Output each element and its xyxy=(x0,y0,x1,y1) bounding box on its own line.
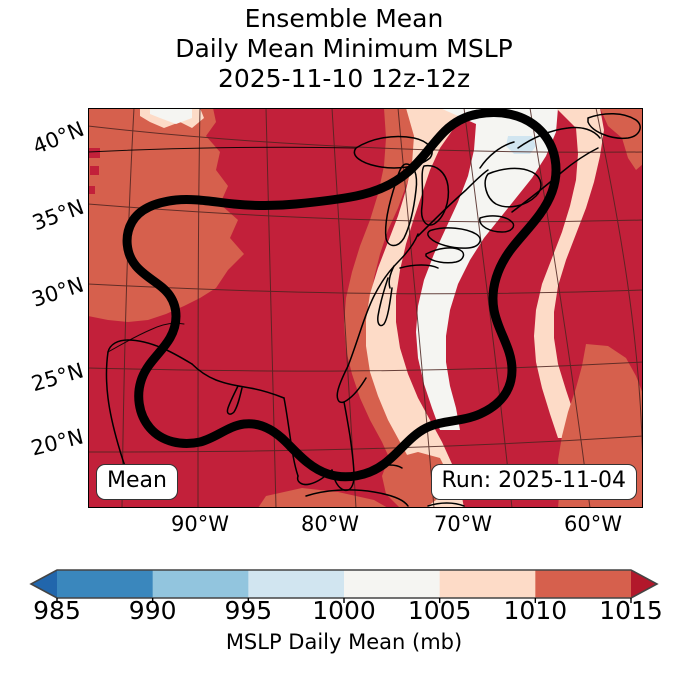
graticule-lon-95 xyxy=(121,108,135,508)
legend-badge-mean: Mean xyxy=(96,464,178,500)
colorbar-extend-under xyxy=(31,570,57,598)
coast-cuba xyxy=(305,489,409,507)
map-frame: Mean Run: 2025-11-04 xyxy=(88,108,643,508)
colorbar-tick-label-1000: 1000 xyxy=(312,596,376,625)
map-canvas xyxy=(88,108,643,508)
contour-1015-layer xyxy=(122,108,561,482)
colorbar-tick-label-1005: 1005 xyxy=(407,596,472,625)
coast-mexico-east xyxy=(105,351,131,481)
graticule-lon-80 xyxy=(331,108,357,508)
coast-st-lawrence xyxy=(511,147,599,213)
lon-tick-80w: 80°W xyxy=(301,512,359,536)
coast-lake-superior xyxy=(353,135,433,169)
colorbar-tick-label-1010: 1010 xyxy=(503,596,568,625)
fill-band-1000-1005-east xyxy=(416,108,558,430)
graticule-lon-70 xyxy=(463,108,513,508)
lon-tick-60w: 60°W xyxy=(564,512,622,536)
figure-title: Ensemble Mean Daily Mean Minimum MSLP 20… xyxy=(0,4,688,94)
graticule-lat-20 xyxy=(88,435,643,453)
lat-tick-25n: 25°N xyxy=(28,358,87,397)
fill-band-1000-1005-nw xyxy=(150,108,192,124)
coast-texas xyxy=(107,339,193,365)
lat-tick-35n: 35°N xyxy=(29,194,88,236)
colorbar-axis-label: MSLP Daily Mean (mb) xyxy=(225,630,463,654)
colorbar-tick-label-1015: 1015 xyxy=(599,596,663,625)
fill-band-over-1015-fareast xyxy=(610,228,643,358)
colorbar-band-4 xyxy=(439,570,536,598)
graticule-lon-85 xyxy=(265,108,277,508)
colorbar-band-0 xyxy=(57,570,154,598)
coast-maine xyxy=(417,169,489,237)
fill-band-1010-1015-east xyxy=(344,108,452,508)
graticule-lat-40 xyxy=(88,125,643,153)
fill-band-1010-1015-fareast xyxy=(558,108,643,508)
graticule-layer xyxy=(88,108,643,508)
coast-carolinas xyxy=(336,365,367,404)
coast-florida-west xyxy=(283,397,299,477)
lat-tick-20n: 20°N xyxy=(28,424,86,461)
colorbar-tick-label-995: 995 xyxy=(224,596,273,625)
graticule-lat-30 xyxy=(88,283,643,295)
coast-hispaniola xyxy=(427,502,465,507)
coast-nova-scotia xyxy=(484,167,542,208)
lon-tick-90w: 90°W xyxy=(171,512,229,536)
title-line-1: Ensemble Mean xyxy=(244,4,444,33)
lat-tick-30n: 30°N xyxy=(28,272,87,312)
colorbar-ticks xyxy=(56,598,632,603)
fill-band-1005-1010-east xyxy=(366,108,464,508)
coast-delaware-bay xyxy=(388,265,395,289)
coast-lake-huron xyxy=(420,164,450,226)
graticule-lon-60 xyxy=(595,108,643,481)
coast-gulf-st-lawrence xyxy=(517,126,601,149)
title-line-3: 2025-11-10 12z-12z xyxy=(217,64,471,93)
border-us-canada xyxy=(88,146,357,153)
title-line-2: Daily Mean Minimum MSLP xyxy=(175,34,513,63)
colorbar-canvas xyxy=(29,569,659,603)
coast-mississippi-delta xyxy=(226,385,243,415)
coast-new-brunswick xyxy=(479,141,515,169)
fill-noise-speckles xyxy=(88,148,100,194)
coast-lake-erie xyxy=(427,227,481,249)
coastline-layer xyxy=(88,113,641,507)
coast-cape-cod xyxy=(425,247,465,264)
colorbar-band-2 xyxy=(248,570,345,598)
coast-lake-ontario xyxy=(479,215,515,233)
lat-tick-40n: 40°N xyxy=(29,116,88,159)
colorbar-tick-label-990: 990 xyxy=(128,596,177,625)
coast-mid-atlantic xyxy=(347,233,419,367)
colorbar-bands xyxy=(31,570,657,598)
lon-tick-70w: 70°W xyxy=(434,512,492,536)
fill-band-1005-1010-offshore xyxy=(534,108,604,438)
colorbar-tick-label-985: 985 xyxy=(33,596,81,625)
coast-long-island xyxy=(399,264,439,269)
coast-gulf-north xyxy=(191,363,285,399)
map-panel: Mean Run: 2025-11-04 40°N 35°N 30°N 25°N… xyxy=(29,108,643,536)
colorbar-extend-over xyxy=(631,570,657,598)
colorbar-band-3 xyxy=(344,570,441,598)
graticule-lon-65 xyxy=(529,108,591,508)
contour-1015-line xyxy=(122,108,561,482)
colorbar-panel: 985 990 995 1000 1005 1010 1015 MSLP Daily Mea… xyxy=(0,560,688,670)
coast-newfoundland xyxy=(587,113,641,140)
legend-badge-run: Run: 2025-11-04 xyxy=(430,464,637,500)
graticule-lon-75 xyxy=(397,108,435,508)
coast-chesapeake xyxy=(377,277,393,327)
colorbar-band-5 xyxy=(535,570,632,598)
colorbar-band-1 xyxy=(152,570,249,598)
